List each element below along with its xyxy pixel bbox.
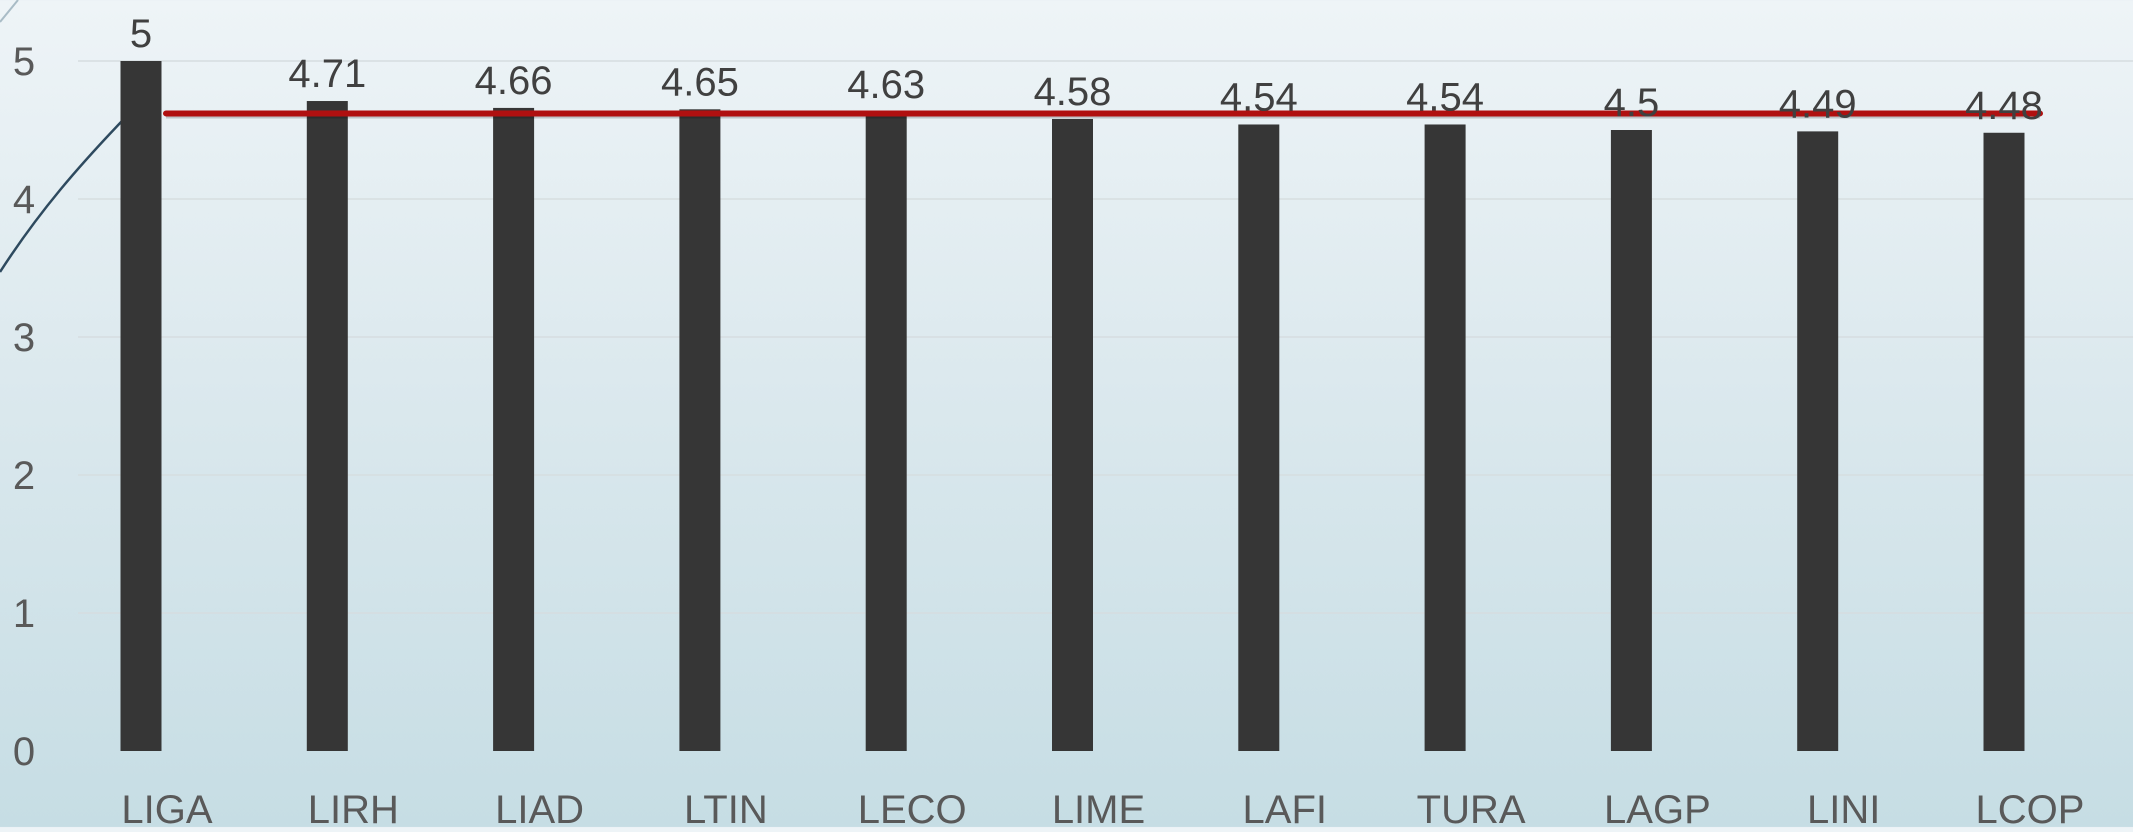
bar-leco [865,112,907,751]
data-label: 4.54 [1220,75,1298,119]
data-label: 4.58 [1034,70,1112,114]
bar-lirh [306,101,348,751]
bar-ltin [679,109,721,752]
bar-liga [120,61,162,751]
data-label: 4.5 [1604,81,1660,125]
y-tick-label: 3 [13,316,35,360]
x-tick-label: LIRH [308,788,399,827]
reference-line-layer [163,110,2043,119]
y-tick-label: 0 [13,730,35,774]
x-tick-label: LAGP [1604,788,1711,827]
x-tick-label: LIAD [495,788,584,827]
data-label: 4.63 [847,63,925,107]
data-labels: 5 4.71 4.66 4.65 4.63 4.58 4.54 4.54 4.5 4.49 4.48 [130,12,2043,128]
y-axis-tick-labels: 0 1 2 3 4 5 [13,40,35,774]
x-axis-category-labels: LIGA LIRH LIAD LTIN LECO LIME LAFI TURA LAGP LINI… [121,788,2085,832]
y-tick-label: 4 [13,178,35,222]
x-tick-label: TURA [1417,788,1526,827]
bar-lime [1052,118,1093,751]
y-tick-label: 2 [13,454,35,498]
x-tick-label: LIME [1052,788,1145,827]
bar-lini [1797,131,1839,751]
bars [120,61,2025,752]
bar-liad [493,107,535,752]
gridlines [78,60,2133,614]
x-tick-label: LECO [858,788,967,827]
bar-lagp [1610,130,1652,751]
bar-lcop [1983,132,2025,751]
data-label: 4.48 [1965,84,2043,128]
y-tick-label: 1 [13,592,35,636]
decorative-curve-layer [0,0,123,273]
decorative-curve-faint [0,0,19,23]
x-tick-label: LAFI [1243,788,1327,827]
data-label: 5 [130,12,152,56]
x-tick-label: LTIN [684,788,768,827]
data-label: 4.71 [288,52,366,96]
decorative-curve [0,120,123,273]
data-label: 4.54 [1406,75,1484,119]
bar-lafi [1238,124,1280,752]
bar-tura [1424,124,1466,752]
data-label: 4.65 [661,60,739,104]
y-tick-label: 5 [13,40,35,84]
data-label: 4.66 [475,59,553,103]
data-label: 4.49 [1779,82,1857,126]
x-tick-label: LIGA [121,788,212,827]
x-tick-label: LCOP [1976,788,2085,827]
x-tick-label: LINI [1807,788,1880,827]
